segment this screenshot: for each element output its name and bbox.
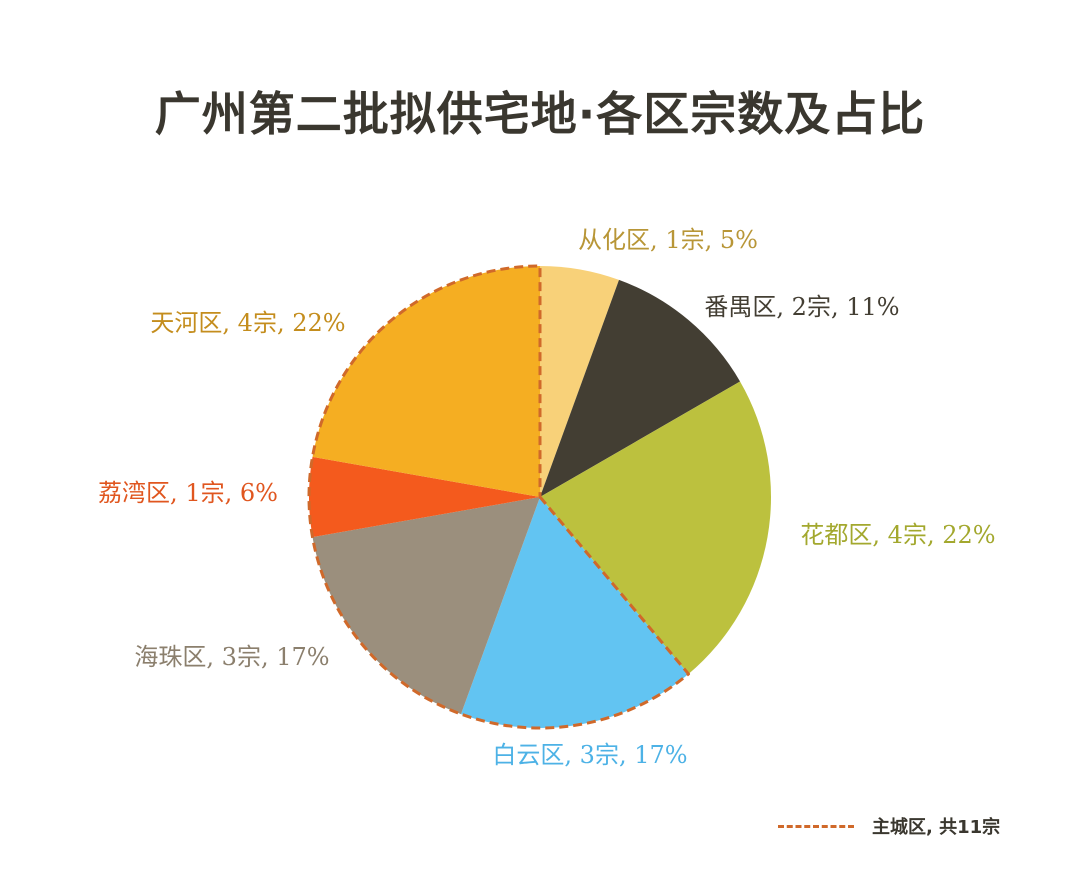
core-district-outline (307, 264, 690, 730)
pie-slice-4 (460, 497, 689, 728)
slice-label-7: 天河区, 4宗, 22% (150, 309, 345, 337)
pie-slice-1 (540, 266, 620, 497)
pie-slice-5 (312, 497, 540, 715)
core-district-dashed-outline (307, 264, 690, 730)
slice-label-6: 荔湾区, 1宗, 6% (98, 479, 278, 507)
slice-labels: 从化区, 1宗, 5% 番禺区, 2宗, 11% 花都区, 4宗, 22% 白云区, … (98, 226, 996, 769)
pie-slice-3 (540, 381, 771, 674)
slice-label-1: 从化区, 1宗, 5% (578, 226, 758, 254)
legend-label: 主城区, 共11宗 (872, 817, 1001, 838)
pie-slice-2 (540, 279, 741, 497)
legend-dashed-line (778, 824, 854, 828)
pie-slice-6 (308, 456, 540, 538)
slice-label-5: 海珠区, 3宗, 17% (134, 643, 329, 671)
slice-label-4: 白云区, 3宗, 17% (492, 741, 687, 769)
chart-title: 广州第二批拟供宅地·各区宗数及占比 (154, 87, 926, 141)
pie-slice-7 (312, 266, 540, 497)
legend: 主城区, 共11宗 (778, 812, 1000, 840)
pie-slices (308, 266, 771, 728)
slice-label-3: 花都区, 4宗, 22% (800, 521, 995, 549)
slice-label-2: 番禺区, 2宗, 11% (704, 293, 899, 321)
